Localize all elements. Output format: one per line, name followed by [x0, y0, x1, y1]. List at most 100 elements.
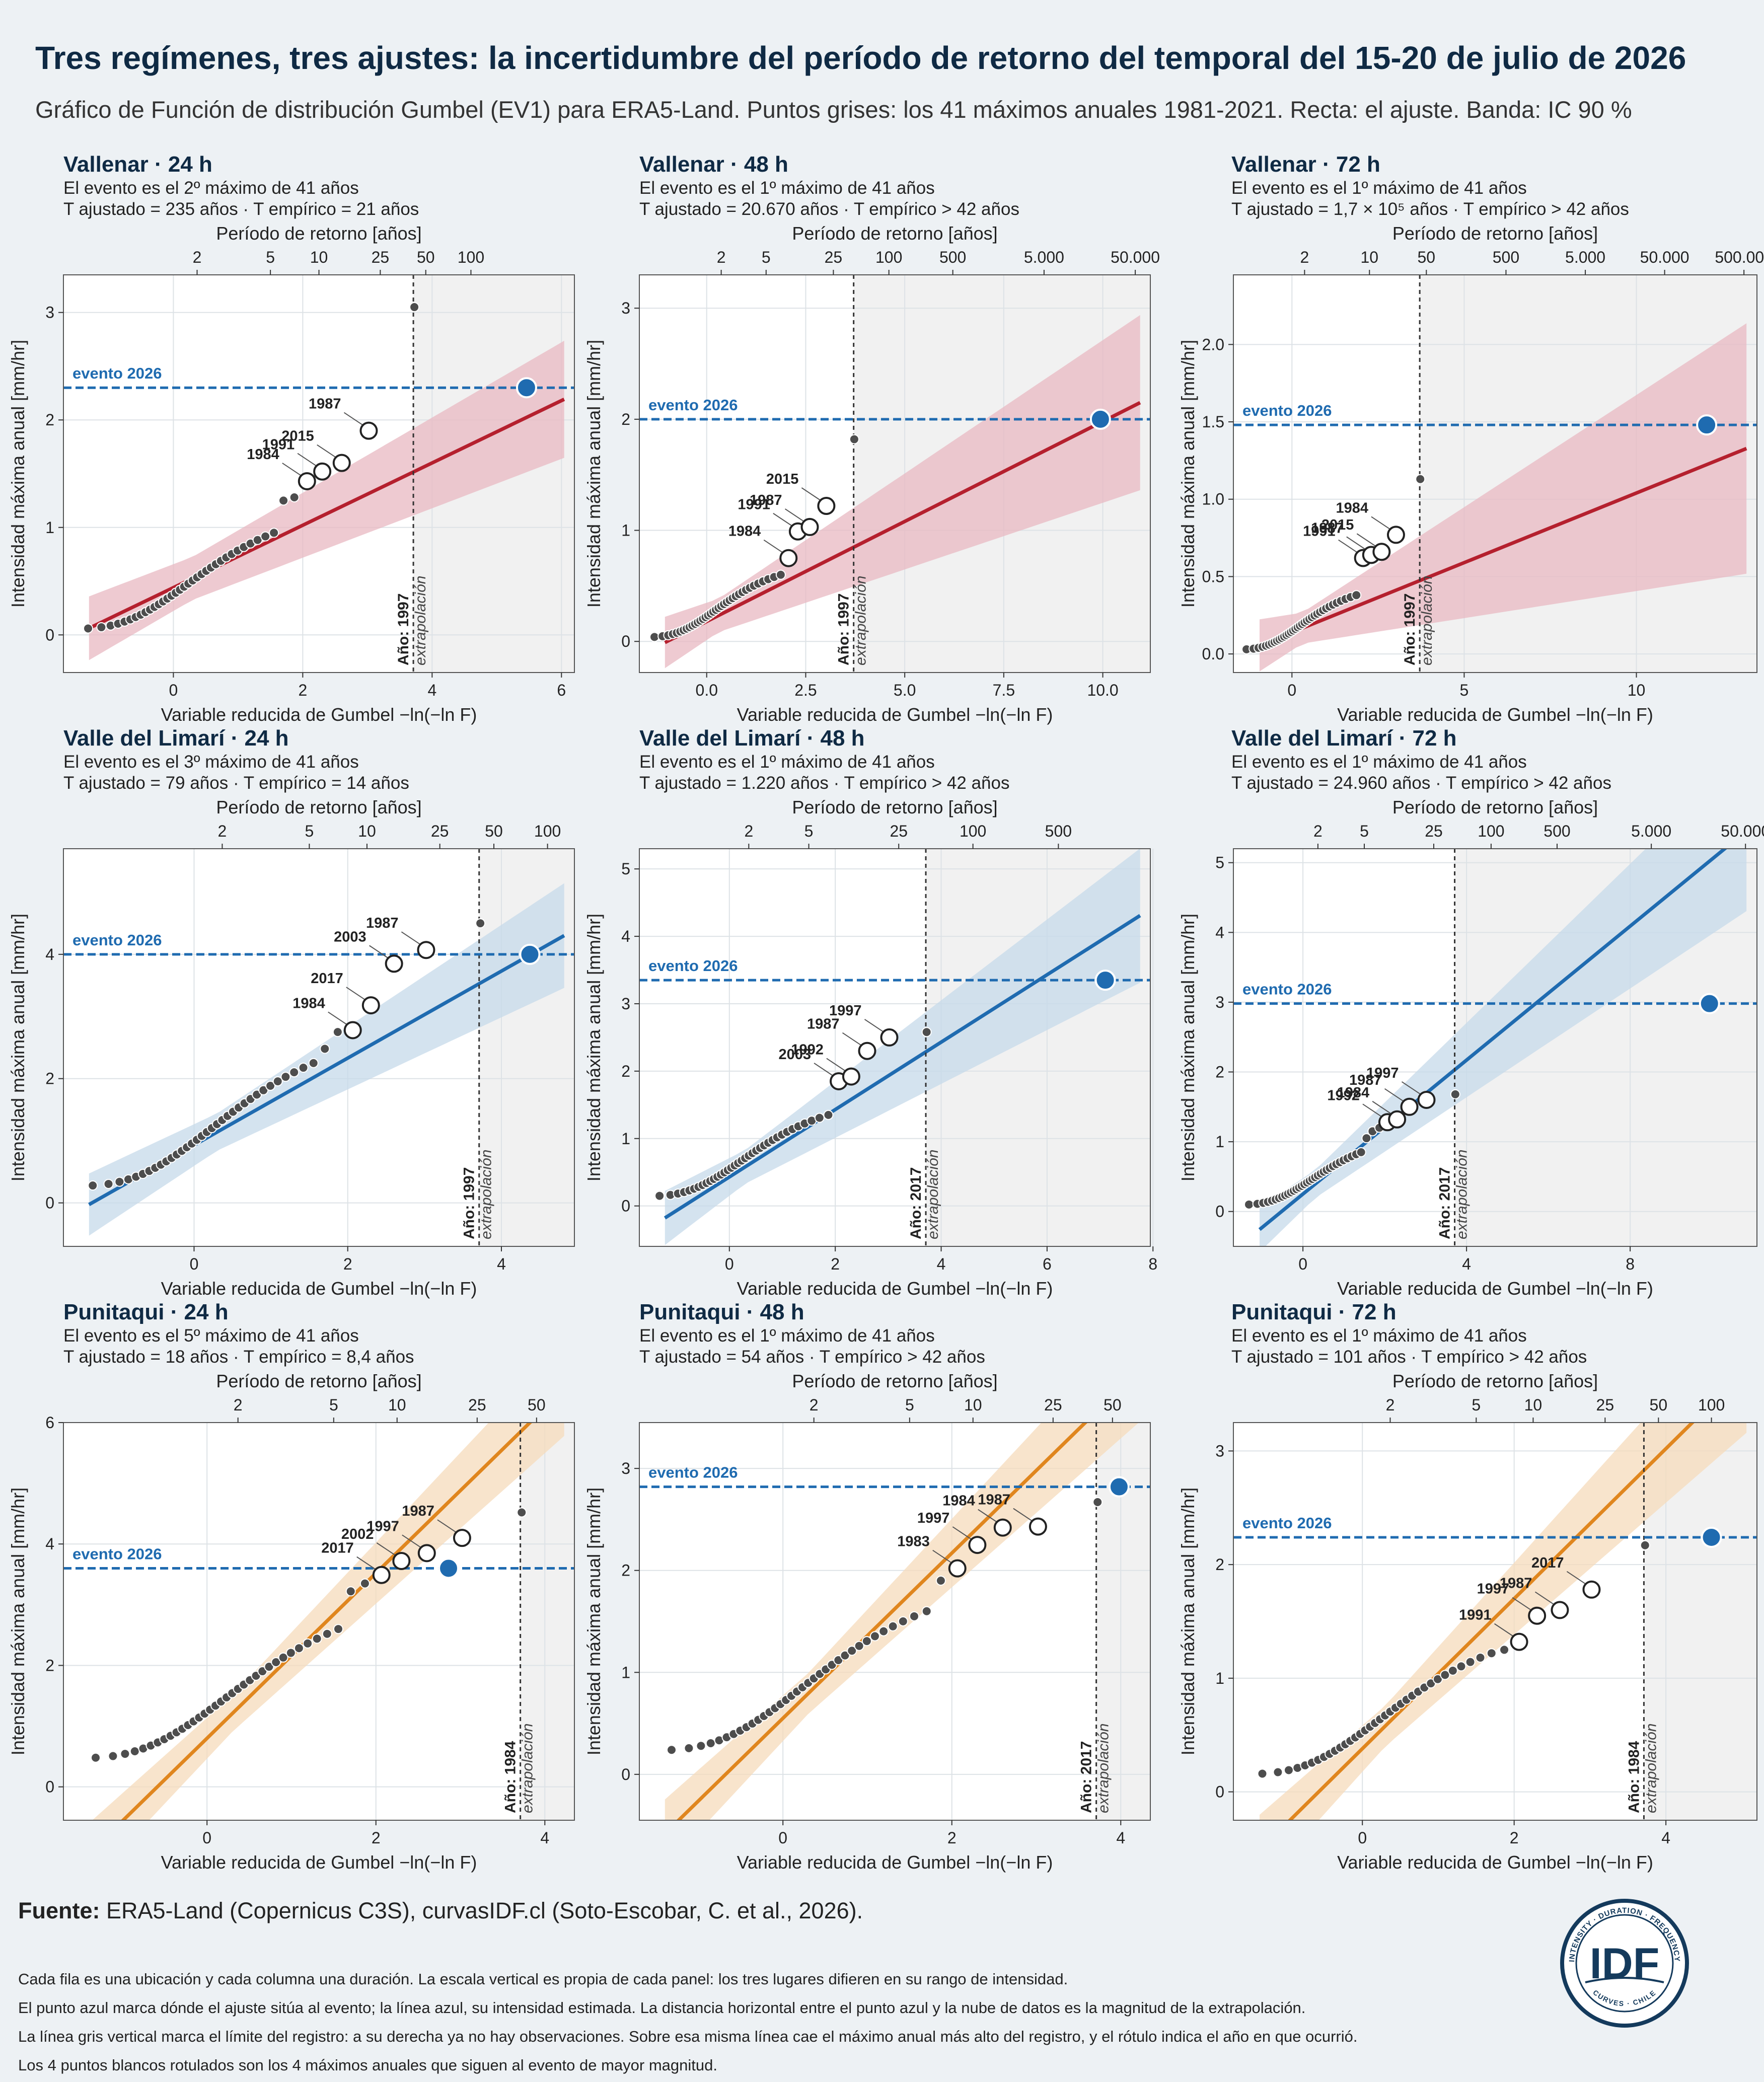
label-leader	[978, 1509, 998, 1523]
label-leader	[1371, 516, 1391, 531]
rp-tick-label: 2	[1386, 1396, 1395, 1414]
x-tick-label: 0	[1358, 1829, 1367, 1847]
point-year-label: 1984	[728, 524, 761, 540]
x-axis-title: Variable reducida de Gumbel −ln(−ln F)	[737, 1852, 1053, 1873]
footer-note: Los 4 puntos blancos rotulados son los 4…	[18, 2056, 717, 2074]
label-leader	[282, 463, 303, 477]
chart-grid: Vallenar · 24 hEl evento es el 2º máximo…	[8, 152, 1764, 1873]
y-tick-label: 2.0	[1202, 335, 1224, 353]
panel-title: Punitaqui · 48 h	[639, 1300, 804, 1324]
x-tick-label: 7.5	[993, 681, 1015, 699]
panel-title: Vallenar · 48 h	[639, 152, 788, 177]
chart-panel: Valle del Limarí · 72 hEl evento es el 1…	[1178, 726, 1764, 1299]
y-tick-label: 1	[1215, 1133, 1224, 1151]
data-point	[921, 1027, 932, 1037]
label-leader	[376, 1542, 397, 1556]
data-point	[1283, 1765, 1294, 1775]
point-year-label: 1997	[366, 1518, 399, 1534]
data-point	[869, 1631, 880, 1642]
point-year-label: 1997	[917, 1510, 950, 1526]
plot-frame	[1233, 1422, 1757, 1821]
rp-tick-label: 50.000	[1640, 248, 1689, 266]
rp-tick-label: 25	[1044, 1396, 1062, 1414]
rp-tick-label: 500	[1045, 822, 1072, 840]
x-tick-label: 5.0	[894, 681, 916, 699]
y-tick-label: 1.0	[1202, 490, 1224, 508]
x-tick-label: 4	[1116, 1829, 1125, 1847]
panel-subtitle: El evento es el 2º máximo de 41 años	[63, 178, 359, 198]
y-axis-title: Intensidad máxima anual [mm/hr]	[1178, 340, 1198, 608]
page-subtitle: Gráfico de Función de distribución Gumbe…	[35, 96, 1632, 123]
data-point	[1432, 1674, 1443, 1684]
record-year-label: Año: 1984	[502, 1741, 519, 1813]
x-tick-label: 4	[497, 1255, 506, 1273]
event-label: evento 2026	[648, 1464, 738, 1481]
rp-axis-title: Período de retorno [años]	[1392, 1371, 1598, 1391]
point-year-label: 2002	[341, 1526, 374, 1542]
chart-panel: Punitaqui · 24 hEl evento es el 5º máxim…	[8, 1300, 575, 1873]
x-tick-label: 0.0	[696, 681, 718, 699]
panel-subtitle: T ajustado = 235 años · T empírico = 21 …	[63, 199, 419, 219]
labeled-point	[1510, 1632, 1528, 1651]
data-point	[1092, 1497, 1103, 1507]
labeled-point	[1028, 1517, 1047, 1536]
data-point	[1447, 1665, 1458, 1676]
data-point	[654, 1191, 665, 1201]
label-leader	[369, 945, 390, 959]
data-point	[265, 1081, 276, 1091]
labeled-point	[1372, 543, 1391, 561]
rp-tick-label: 2	[744, 822, 753, 840]
rp-axis-title: Período de retorno [años]	[792, 797, 997, 817]
rp-tick-label: 100	[1478, 822, 1504, 840]
rp-tick-label: 5	[1472, 1396, 1481, 1414]
y-tick-label: 0	[1215, 1203, 1224, 1221]
fit-group	[1259, 323, 1747, 672]
label-leader	[814, 1063, 834, 1077]
rp-tick-label: 25	[1596, 1396, 1614, 1414]
data-point	[1450, 1089, 1460, 1099]
y-tick-label: 3	[621, 1459, 630, 1477]
rp-tick-label: 5.000	[1631, 822, 1671, 840]
point-year-label: 1991	[1459, 1607, 1492, 1623]
page-title: Tres regímenes, tres ajustes: la incerti…	[35, 40, 1686, 76]
rp-axis-title: Período de retorno [años]	[1392, 797, 1598, 817]
labeled-point	[417, 941, 435, 959]
data-point	[345, 1586, 356, 1597]
x-axis-title: Variable reducida de Gumbel −ln(−ln F)	[1337, 1852, 1653, 1873]
chart-panel: Valle del Limarí · 48 hEl evento es el 1…	[583, 726, 1157, 1299]
data-point	[475, 918, 486, 929]
panel-subtitle: El evento es el 1º máximo de 41 años	[1231, 178, 1527, 198]
rp-tick-label: 5	[329, 1396, 338, 1414]
confidence-band	[89, 883, 564, 1236]
point-year-label: 1987	[807, 1016, 840, 1032]
rp-tick-label: 2	[193, 248, 202, 266]
x-tick-label: 4	[427, 681, 436, 699]
point-year-label: 1984	[247, 447, 279, 463]
rp-tick-label: 25	[372, 248, 390, 266]
data-point	[322, 1628, 332, 1639]
rp-tick-label: 100	[875, 248, 902, 266]
labeled-point	[817, 496, 836, 515]
confidence-band	[1260, 323, 1747, 672]
data-point	[1465, 1657, 1476, 1667]
x-tick-label: 8	[1148, 1255, 1157, 1273]
label-leader	[784, 508, 805, 523]
label-leader	[437, 1519, 458, 1533]
chart-panel: Vallenar · 72 hEl evento es el 1º máximo…	[1178, 152, 1764, 725]
plot-frame	[1233, 848, 1757, 1247]
data-point	[278, 495, 289, 506]
y-tick-label: 2	[1215, 1063, 1224, 1081]
y-tick-label: 2	[45, 411, 54, 429]
x-tick-label: 2.5	[794, 681, 817, 699]
extrapolation-label: extrapolación	[478, 1150, 495, 1239]
rp-tick-label: 50.000	[1111, 248, 1160, 266]
labeled-point	[800, 517, 819, 536]
record-year-label: Año: 2017	[908, 1167, 924, 1239]
data-point	[1440, 1670, 1450, 1680]
data-point	[854, 1641, 864, 1651]
x-tick-label: 2	[947, 1829, 957, 1847]
source-label: Fuente:	[18, 1898, 100, 1923]
rp-tick-label: 10	[964, 1396, 982, 1414]
panel-title: Vallenar · 72 h	[1231, 152, 1380, 177]
